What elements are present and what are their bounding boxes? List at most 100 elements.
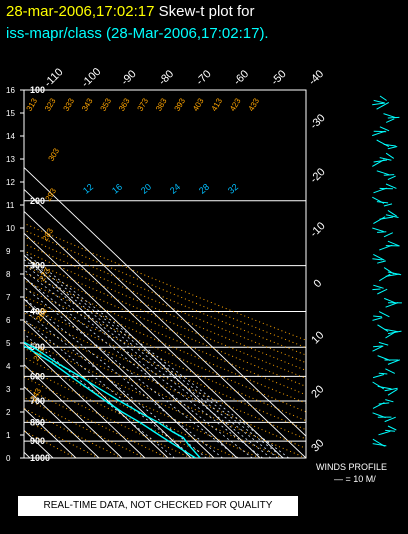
wind-barb xyxy=(373,99,385,104)
wind-barb xyxy=(383,143,396,147)
wind-barb xyxy=(377,324,389,332)
isotherm-line xyxy=(24,188,306,458)
isotherm-line xyxy=(24,320,169,458)
mixing-ratio-line xyxy=(24,269,263,458)
height-tick-label: 3 xyxy=(6,385,11,394)
top-temperature-label: -50 xyxy=(269,68,289,88)
wind-barb xyxy=(385,152,395,159)
wind-barb xyxy=(372,159,385,167)
right-temperature-label: -10 xyxy=(308,220,328,240)
wind-barb xyxy=(373,187,387,194)
mixing-ratio-line xyxy=(24,333,175,458)
top-temperature-label: -110 xyxy=(42,66,65,89)
dry-adiabat-label: 363 xyxy=(117,96,132,113)
wind-barb xyxy=(372,374,385,379)
wind-barb xyxy=(372,227,384,232)
isotherm-line xyxy=(24,385,100,458)
pressure-tick-label: 600 xyxy=(30,371,45,381)
height-tick-label: 13 xyxy=(6,155,15,164)
wind-barb xyxy=(377,288,388,295)
mixing-ratio-line xyxy=(24,263,272,458)
dry-adiabat-label: 413 xyxy=(210,96,225,113)
wind-barb xyxy=(387,240,400,247)
dry-adiabat-line xyxy=(24,279,306,404)
top-temperature-label: -100 xyxy=(79,66,103,90)
dry-adiabat-label: 313 xyxy=(25,96,40,113)
dry-adiabat-line xyxy=(24,312,306,440)
wind-barb xyxy=(383,203,393,207)
wind-barb xyxy=(378,372,388,375)
top-temperature-label: -40 xyxy=(307,68,327,88)
wind-barb xyxy=(384,387,398,392)
sounding-layer xyxy=(24,341,201,458)
isotherm-line xyxy=(24,254,238,458)
wind-barb xyxy=(378,311,390,318)
dewpoint-curve xyxy=(24,345,196,458)
right-temperature-label: -20 xyxy=(308,166,328,186)
wind-barb xyxy=(385,183,397,189)
right-temperature-label: 20 xyxy=(309,383,326,400)
mixing-ratio-label: 32 xyxy=(226,182,240,196)
grid-layer xyxy=(24,90,306,458)
pressure-tick-label: 500 xyxy=(30,342,45,352)
dry-adiabat-line xyxy=(24,229,306,349)
pressure-tick-label: 300 xyxy=(30,261,45,271)
mixing-ratio-line xyxy=(24,276,253,458)
pressure-tick-label: 200 xyxy=(30,196,45,206)
dry-adiabat-label: 393 xyxy=(173,96,188,113)
height-tick-label: 9 xyxy=(6,247,11,256)
dry-adiabat-label: 383 xyxy=(154,96,169,113)
pressure-tick-label: 100 xyxy=(30,85,45,95)
isotherm-line xyxy=(24,210,284,458)
isotherm-line xyxy=(24,364,123,458)
wind-barb xyxy=(387,209,397,217)
right-temperature-label: 30 xyxy=(309,437,326,454)
dry-adiabat-label: 373 xyxy=(136,96,151,113)
wind-barb xyxy=(378,402,390,405)
dry-adiabat-line xyxy=(24,272,306,396)
height-tick-label: 7 xyxy=(6,293,11,302)
wind-barb xyxy=(378,341,389,346)
top-temperature-label: -90 xyxy=(119,68,139,88)
height-tick-label: 15 xyxy=(6,109,15,118)
dry-adiabat-label: 323 xyxy=(43,96,58,113)
dry-adiabat-line xyxy=(24,236,306,356)
wind-barb xyxy=(385,118,395,123)
mixing-ratio-label: 12 xyxy=(81,182,95,196)
dry-adiabat-line xyxy=(24,250,306,371)
dry-adiabat-line xyxy=(24,257,306,379)
wind-barb xyxy=(373,216,386,225)
height-tick-label: 16 xyxy=(6,86,15,95)
dry-adiabat-line xyxy=(24,287,306,413)
wind-barb xyxy=(385,331,397,339)
pressure-tick-label: 700 xyxy=(30,396,45,406)
wind-barb xyxy=(387,146,398,150)
dry-adiabat-line xyxy=(24,222,306,341)
wind-barb xyxy=(372,381,385,390)
wind-barb xyxy=(383,113,397,119)
dry-adiabat-label: 333 xyxy=(62,96,77,113)
quality-notice: REAL-TIME DATA, NOT CHECKED FOR QUALITY xyxy=(18,496,298,516)
wind-barb xyxy=(378,273,391,282)
wind-barb xyxy=(372,288,381,291)
wind-barb xyxy=(376,101,390,110)
height-tick-label: 6 xyxy=(6,316,11,325)
wind-barb xyxy=(373,284,384,289)
isotherm-line xyxy=(24,232,261,458)
dry-adiabat-label: 343 xyxy=(80,96,95,113)
plot-subtitle: iss-mapr/class (28-Mar-2006,17:02:17). xyxy=(6,25,269,42)
wind-barb xyxy=(385,368,396,374)
sounding-date: 28-mar-2006,17:02:17 xyxy=(6,3,155,20)
pressure-tick-label: 400 xyxy=(30,307,45,317)
wind-barb xyxy=(377,385,392,390)
dry-adiabat-line xyxy=(24,418,99,458)
wind-barb xyxy=(384,416,396,423)
pressure-tick-label: 800 xyxy=(30,417,45,427)
wind-barb xyxy=(372,345,384,352)
dry-adiabat-line xyxy=(24,356,237,458)
title-line: 28-mar-2006,17:02:17 Skew-t plot for xyxy=(6,3,254,20)
height-tick-label: 8 xyxy=(6,270,11,279)
height-tick-label: 10 xyxy=(6,224,15,233)
height-tick-label: 5 xyxy=(6,339,11,348)
